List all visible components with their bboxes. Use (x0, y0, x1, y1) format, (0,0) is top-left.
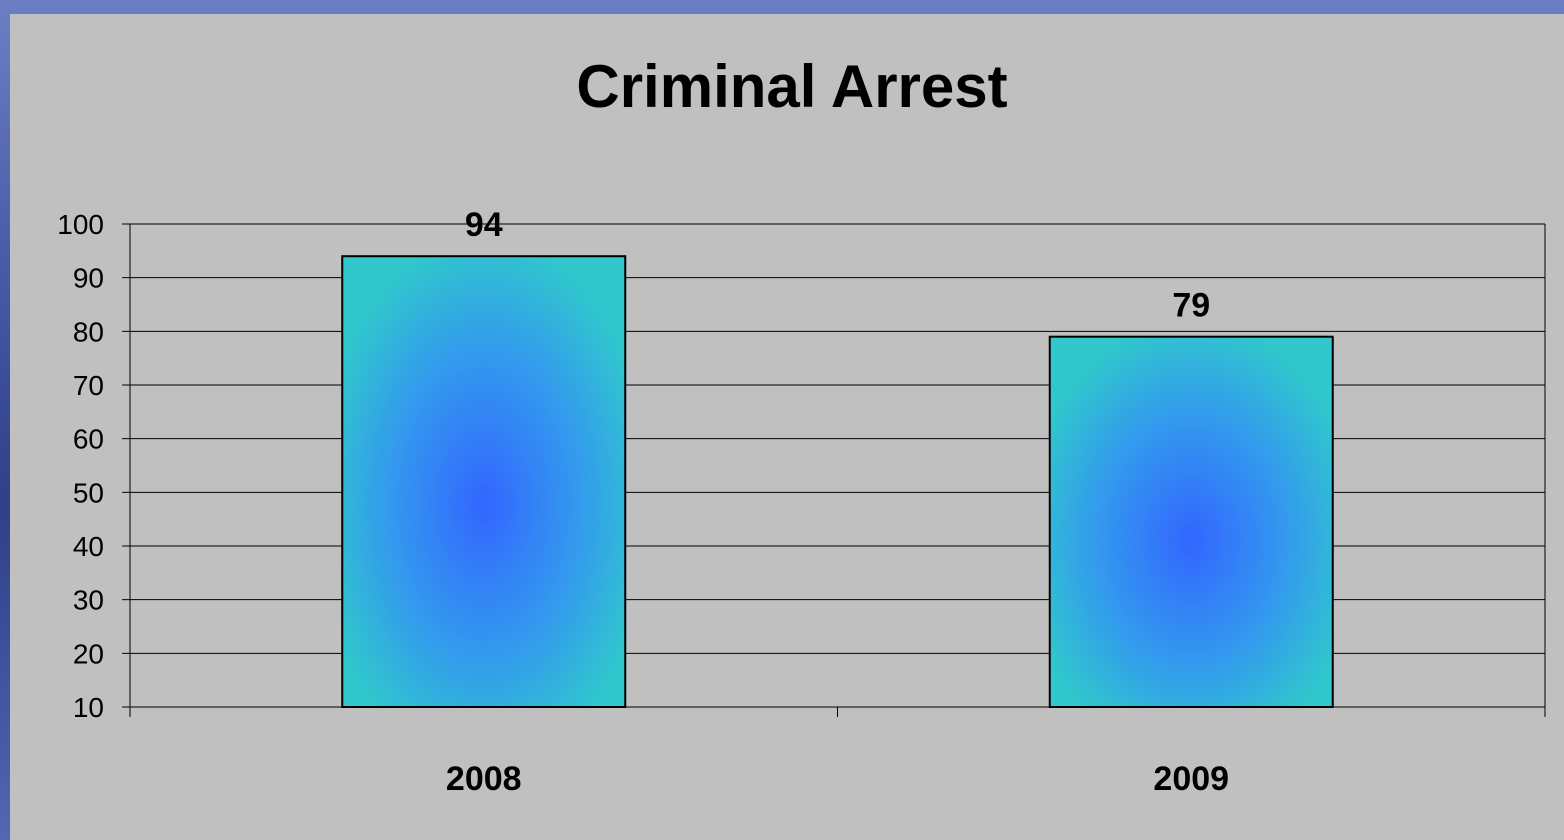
y-tick-label: 100 (57, 209, 104, 240)
y-tick-label: 50 (73, 477, 104, 508)
y-tick-label: 90 (73, 263, 104, 294)
data-label: 94 (465, 206, 503, 244)
bar-2008 (341, 255, 627, 708)
bar-2009 (1048, 335, 1334, 708)
y-tick-label: 80 (73, 316, 104, 347)
y-tick-label: 20 (73, 638, 104, 669)
chart-title: Criminal Arrest (576, 53, 1007, 120)
x-tick-label: 2009 (1153, 760, 1229, 798)
x-tick-label: 2008 (446, 760, 522, 798)
data-label: 79 (1172, 287, 1210, 325)
bars (341, 255, 1334, 708)
y-tick-label: 30 (73, 585, 104, 616)
y-tick-label: 40 (73, 531, 104, 562)
data-labels: 94 79 (465, 206, 1210, 325)
y-tick-labels: 100 90 80 70 60 50 40 30 20 10 (57, 209, 104, 723)
y-tick-label: 60 (73, 424, 104, 455)
y-tick-label: 10 (73, 692, 104, 723)
x-tick-labels: 2008 2009 (446, 760, 1229, 798)
y-tick-label: 70 (73, 370, 104, 401)
